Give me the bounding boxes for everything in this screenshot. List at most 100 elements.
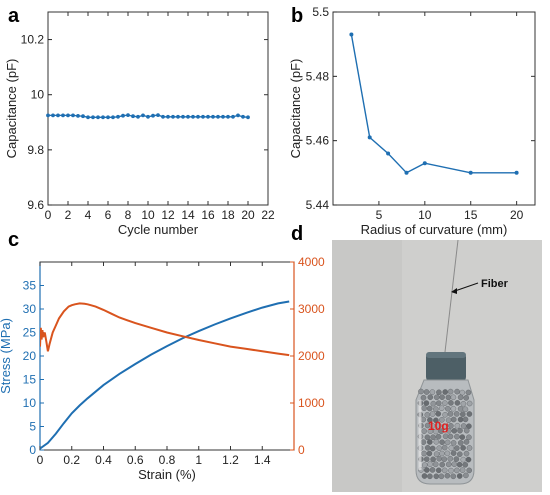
steel-bead <box>430 456 436 463</box>
steel-bead <box>454 400 461 406</box>
steel-bead <box>439 461 446 468</box>
steel-bead <box>439 394 445 401</box>
steel-bead <box>442 389 449 395</box>
steel-bead <box>442 400 448 406</box>
steel-bead <box>462 461 469 468</box>
steel-bead <box>462 406 469 413</box>
data-point <box>51 113 55 118</box>
steel-bead <box>421 473 428 479</box>
steel-bead <box>460 456 467 463</box>
steel-bead <box>448 422 454 429</box>
x-tick-label: 0.2 <box>63 453 80 467</box>
data-point <box>151 113 155 118</box>
steel-bead <box>441 456 448 463</box>
x-axis-label: Radius of curvature (mm) <box>361 222 508 237</box>
steel-bead <box>420 394 427 401</box>
data-point <box>216 114 220 119</box>
steel-bead <box>424 444 431 451</box>
x-tick-label: 1.4 <box>254 453 271 467</box>
steel-bead <box>457 394 464 401</box>
steel-bead <box>423 456 430 463</box>
data-point <box>146 114 150 119</box>
steel-bead <box>463 450 470 457</box>
steel-bead <box>420 439 427 445</box>
steel-bead <box>433 473 440 480</box>
data-point <box>136 114 140 119</box>
data-point <box>91 115 95 120</box>
steel-bead <box>430 400 437 407</box>
x-tick-label: 15 <box>464 208 478 222</box>
data-point <box>81 114 85 119</box>
chart-capacitance-vs-radius: 5 10 15 20 5.44 5.46 5.48 5.5 Radius of curvatur… <box>288 5 536 237</box>
chart-capacitance-vs-cycle: 0 2 4 6 8 10 12 14 16 18 20 22 9.6 9.8 10 10.2 Cycle num… <box>4 11 275 237</box>
steel-bead <box>432 406 439 412</box>
steel-bead <box>448 445 455 451</box>
steel-bead <box>432 461 439 468</box>
x-axis-label: Strain (%) <box>138 467 196 482</box>
steel-bead <box>429 411 436 417</box>
steel-bead <box>466 434 472 441</box>
steel-bead <box>459 434 466 440</box>
steel-bead <box>423 389 430 395</box>
steel-bead <box>448 467 454 474</box>
data-point <box>386 151 391 156</box>
steel-bead <box>435 467 442 474</box>
steel-bead <box>451 461 458 468</box>
steel-bead <box>454 433 460 440</box>
data-point <box>206 114 210 119</box>
data-point <box>96 115 100 120</box>
steel-bead <box>421 462 428 468</box>
steel-bead <box>424 434 431 441</box>
steel-bead <box>456 461 463 468</box>
x-tick-label: 8 <box>125 208 132 222</box>
steel-bead <box>450 473 457 480</box>
x-tick-label: 0.4 <box>95 453 112 467</box>
steel-bead <box>450 450 457 456</box>
steel-bead <box>423 400 430 406</box>
data-point <box>121 113 125 118</box>
steel-bead <box>429 467 436 473</box>
steel-bead <box>442 411 448 418</box>
data-point <box>191 114 195 119</box>
x-tick-label: 0.6 <box>127 453 144 467</box>
steel-bead <box>465 389 472 396</box>
steel-bead <box>427 394 434 401</box>
steel-bead <box>435 410 442 417</box>
data-point <box>221 114 225 119</box>
steel-bead <box>456 451 463 458</box>
photo-shadow <box>332 240 402 492</box>
data-point <box>422 161 427 166</box>
y-right-tick-label: 0 <box>298 443 305 457</box>
y-tick-label: 0 <box>29 443 36 457</box>
y-tick-label: 30 <box>23 302 37 316</box>
plot-frame <box>47 11 269 206</box>
steel-bead <box>438 405 445 412</box>
steel-bead <box>442 423 448 429</box>
y-tick-label: 10 <box>31 88 45 102</box>
bottle-cap-top <box>426 352 466 358</box>
steel-bead <box>436 445 443 452</box>
steel-bead <box>426 450 433 457</box>
x-tick-label: 5 <box>376 208 383 222</box>
data-point <box>171 114 175 119</box>
steel-bead <box>439 439 445 446</box>
steel-bead <box>436 389 442 396</box>
y-tick-label: 20 <box>23 349 37 363</box>
steel-bead <box>457 416 464 423</box>
x-tick-label: 22 <box>261 208 275 222</box>
steel-bead <box>427 473 433 480</box>
steel-bead <box>439 450 445 457</box>
data-point <box>76 114 80 118</box>
steel-bead <box>451 427 458 434</box>
steel-bead <box>450 405 457 412</box>
data-point <box>349 32 354 37</box>
steel-bead <box>421 450 427 457</box>
data-point <box>211 114 215 119</box>
steel-bead <box>463 395 470 401</box>
steel-bead <box>463 472 469 479</box>
steel-bead <box>424 411 431 418</box>
y-tick-label: 25 <box>23 326 37 340</box>
plot-frame <box>39 261 295 451</box>
data-point <box>201 114 205 119</box>
steel-bead <box>453 445 460 451</box>
